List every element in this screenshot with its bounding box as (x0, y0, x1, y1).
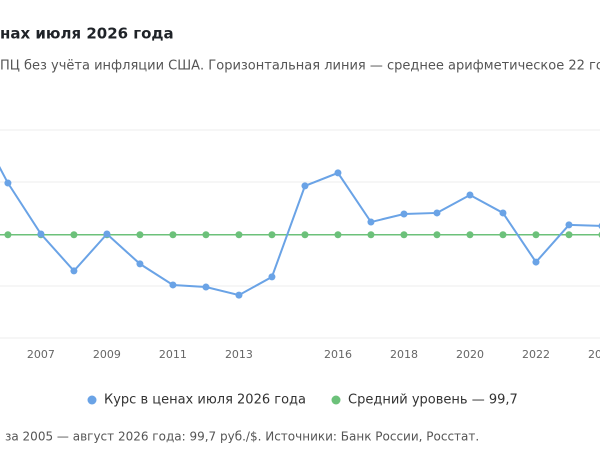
plot-area (0, 165, 600, 299)
x-tick-label: 2009 (93, 348, 121, 361)
data-point (400, 231, 408, 239)
data-point (367, 218, 375, 226)
data-point (37, 230, 45, 238)
series-line (0, 165, 600, 297)
x-axis: 2007 2009 2011 2013 2016 2018 2020 2022 2024 (27, 348, 600, 361)
data-point (70, 231, 78, 239)
x-tick-label: 2016 (324, 348, 352, 361)
data-point (235, 291, 243, 299)
data-point (565, 221, 573, 229)
data-point (532, 258, 540, 266)
data-point (169, 281, 177, 289)
chart-title: нах июля 2026 года (0, 25, 174, 43)
data-point (103, 230, 111, 238)
legend-marker (87, 395, 97, 405)
x-tick-label: 2011 (159, 348, 187, 361)
data-point (433, 231, 441, 239)
x-tick-label: 2007 (27, 348, 55, 361)
legend-label: Средний уровень — 99,7 (348, 393, 518, 408)
data-point (70, 267, 78, 275)
data-point (532, 231, 540, 239)
data-point (433, 209, 441, 217)
data-point (136, 231, 144, 239)
data-point (400, 210, 408, 218)
data-point (235, 231, 243, 239)
data-point (169, 231, 177, 239)
x-tick-label: 2013 (225, 348, 253, 361)
footnote: за 2005 — август 2026 года: 99,7 руб./$.… (5, 430, 479, 444)
data-point (268, 273, 276, 281)
legend-marker (331, 395, 341, 405)
data-point (367, 231, 375, 239)
legend: Курс в ценах июля 2026 года Средний урове… (87, 393, 518, 408)
x-tick-label: 2018 (390, 348, 418, 361)
x-tick-label: 2020 (456, 348, 484, 361)
data-point (268, 231, 276, 239)
x-tick-label: 2024 (588, 348, 600, 361)
data-point (136, 260, 144, 268)
data-point (334, 169, 342, 177)
data-point (466, 231, 474, 239)
data-point (499, 231, 507, 239)
data-point (499, 209, 507, 217)
data-point (202, 231, 210, 239)
data-point (301, 182, 309, 190)
data-point (4, 231, 12, 239)
data-point (4, 179, 12, 187)
data-point (466, 191, 474, 199)
data-point (334, 231, 342, 239)
data-point (565, 231, 573, 239)
data-point (301, 231, 309, 239)
data-point (202, 283, 210, 291)
legend-label: Курс в ценах июля 2026 года (104, 393, 306, 408)
chart-subtitle: ПЦ без учёта инфляции США. Горизонтальна… (0, 59, 600, 74)
x-tick-label: 2022 (522, 348, 550, 361)
